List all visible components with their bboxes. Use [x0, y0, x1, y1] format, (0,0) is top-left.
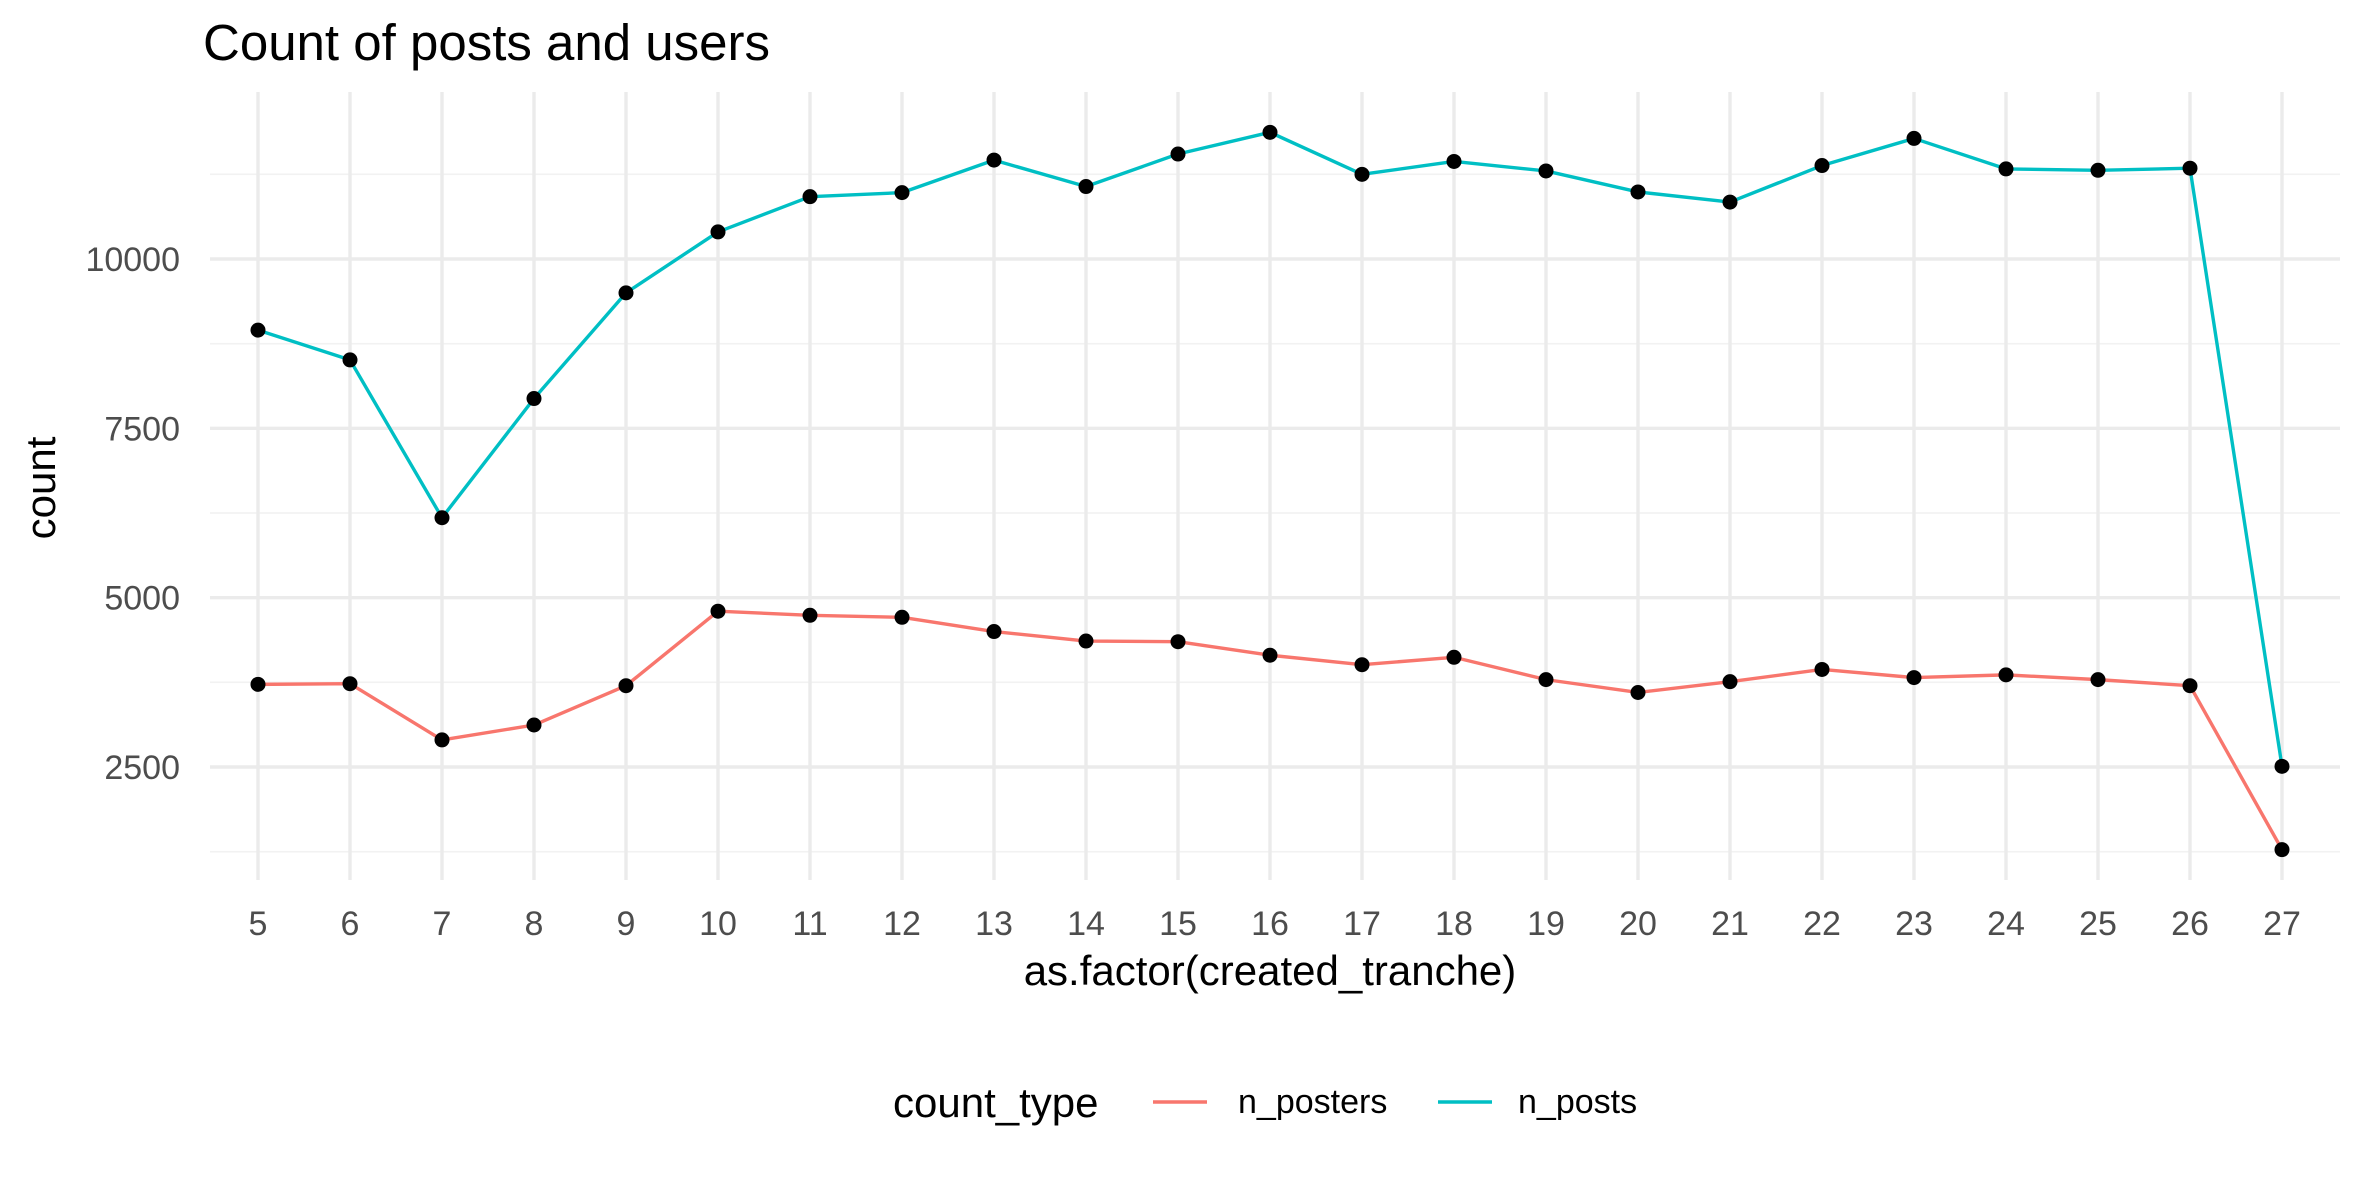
point-n-posts-26	[2182, 160, 2198, 176]
x-tick-label-24: 24	[1987, 905, 2025, 943]
point-n-posts-16	[1262, 124, 1278, 140]
point-n-posters-9	[618, 678, 634, 694]
x-tick-label-17: 17	[1343, 905, 1381, 943]
point-n-posts-13	[986, 152, 1002, 168]
legend-label-n-posts: n_posts	[1518, 1083, 1637, 1121]
point-n-posters-13	[986, 624, 1002, 640]
x-tick-label-10: 10	[699, 905, 737, 943]
point-n-posters-19	[1538, 672, 1554, 688]
point-n-posters-11	[802, 607, 818, 623]
point-n-posters-26	[2182, 678, 2198, 694]
point-n-posts-11	[802, 189, 818, 205]
x-tick-label-12: 12	[883, 905, 921, 943]
x-tick-label-21: 21	[1711, 905, 1749, 943]
x-tick-labels: 5 6 7 8 9 10 11 12 13 14 15 16 17 18 19 20 21 22 23 24 25 26 2…	[249, 905, 2301, 943]
point-n-posters-20	[1630, 684, 1646, 700]
point-n-posters-14	[1078, 633, 1094, 649]
y-tick-labels: 2500 5000 7500 10000	[85, 241, 180, 787]
y-tick-label-10000: 10000	[85, 241, 180, 279]
point-n-posters-17	[1354, 657, 1370, 673]
y-tick-label-5000: 5000	[104, 580, 180, 618]
point-n-posters-25	[2090, 672, 2106, 688]
point-n-posts-18	[1446, 153, 1462, 169]
x-tick-label-20: 20	[1619, 905, 1657, 943]
x-tick-label-16: 16	[1251, 905, 1289, 943]
legend-title: count_type	[893, 1079, 1099, 1126]
x-tick-label-14: 14	[1067, 905, 1105, 943]
x-tick-label-13: 13	[975, 905, 1013, 943]
point-n-posts-9	[618, 285, 634, 301]
point-n-posters-7	[434, 732, 450, 748]
point-n-posters-27	[2274, 842, 2290, 858]
point-n-posts-12	[894, 185, 910, 201]
point-n-posts-17	[1354, 166, 1370, 182]
point-n-posts-10	[710, 224, 726, 240]
point-n-posters-23	[1906, 670, 1922, 686]
x-tick-label-23: 23	[1895, 905, 1933, 943]
point-n-posts-27	[2274, 758, 2290, 774]
point-n-posts-23	[1906, 130, 1922, 146]
y-axis-title: count	[17, 436, 64, 539]
point-n-posters-10	[710, 603, 726, 619]
x-tick-label-22: 22	[1803, 905, 1841, 943]
grid-layer	[210, 92, 2340, 880]
point-n-posts-19	[1538, 163, 1554, 179]
point-n-posts-14	[1078, 179, 1094, 195]
x-tick-label-6: 6	[341, 905, 360, 943]
point-n-posters-18	[1446, 649, 1462, 665]
point-n-posts-25	[2090, 162, 2106, 178]
x-tick-label-9: 9	[617, 905, 636, 943]
legend: count_type n_posters n_posts	[893, 1079, 1637, 1126]
point-n-posters-5	[250, 676, 266, 692]
x-tick-label-27: 27	[2263, 905, 2301, 943]
point-n-posts-21	[1722, 194, 1738, 210]
x-tick-label-8: 8	[525, 905, 544, 943]
point-n-posters-15	[1170, 634, 1186, 650]
point-n-posters-8	[526, 717, 542, 733]
point-n-posts-24	[1998, 161, 2014, 177]
x-tick-label-11: 11	[792, 905, 827, 943]
legend-label-n-posters: n_posters	[1238, 1083, 1387, 1121]
y-tick-label-2500: 2500	[104, 749, 180, 787]
point-n-posts-5	[250, 322, 266, 338]
chart-title: Count of posts and users	[203, 14, 770, 71]
x-tick-label-5: 5	[249, 905, 268, 943]
y-tick-label-7500: 7500	[104, 410, 180, 448]
x-axis-title: as.factor(created_tranche)	[1024, 947, 1517, 994]
point-n-posters-22	[1814, 661, 1830, 677]
x-tick-label-18: 18	[1435, 905, 1473, 943]
point-n-posters-12	[894, 609, 910, 625]
point-n-posts-22	[1814, 158, 1830, 174]
point-n-posts-7	[434, 510, 450, 526]
point-n-posts-20	[1630, 184, 1646, 200]
point-n-posts-8	[526, 391, 542, 407]
x-tick-label-7: 7	[433, 905, 452, 943]
x-tick-label-26: 26	[2171, 905, 2209, 943]
x-tick-label-15: 15	[1159, 905, 1197, 943]
point-n-posts-15	[1170, 146, 1186, 162]
point-n-posters-24	[1998, 667, 2014, 683]
point-n-posters-6	[342, 676, 358, 692]
point-n-posters-21	[1722, 674, 1738, 690]
point-n-posters-16	[1262, 647, 1278, 663]
points-layer	[250, 124, 2290, 858]
point-n-posts-6	[342, 352, 358, 368]
x-tick-label-25: 25	[2079, 905, 2117, 943]
x-tick-label-19: 19	[1527, 905, 1565, 943]
